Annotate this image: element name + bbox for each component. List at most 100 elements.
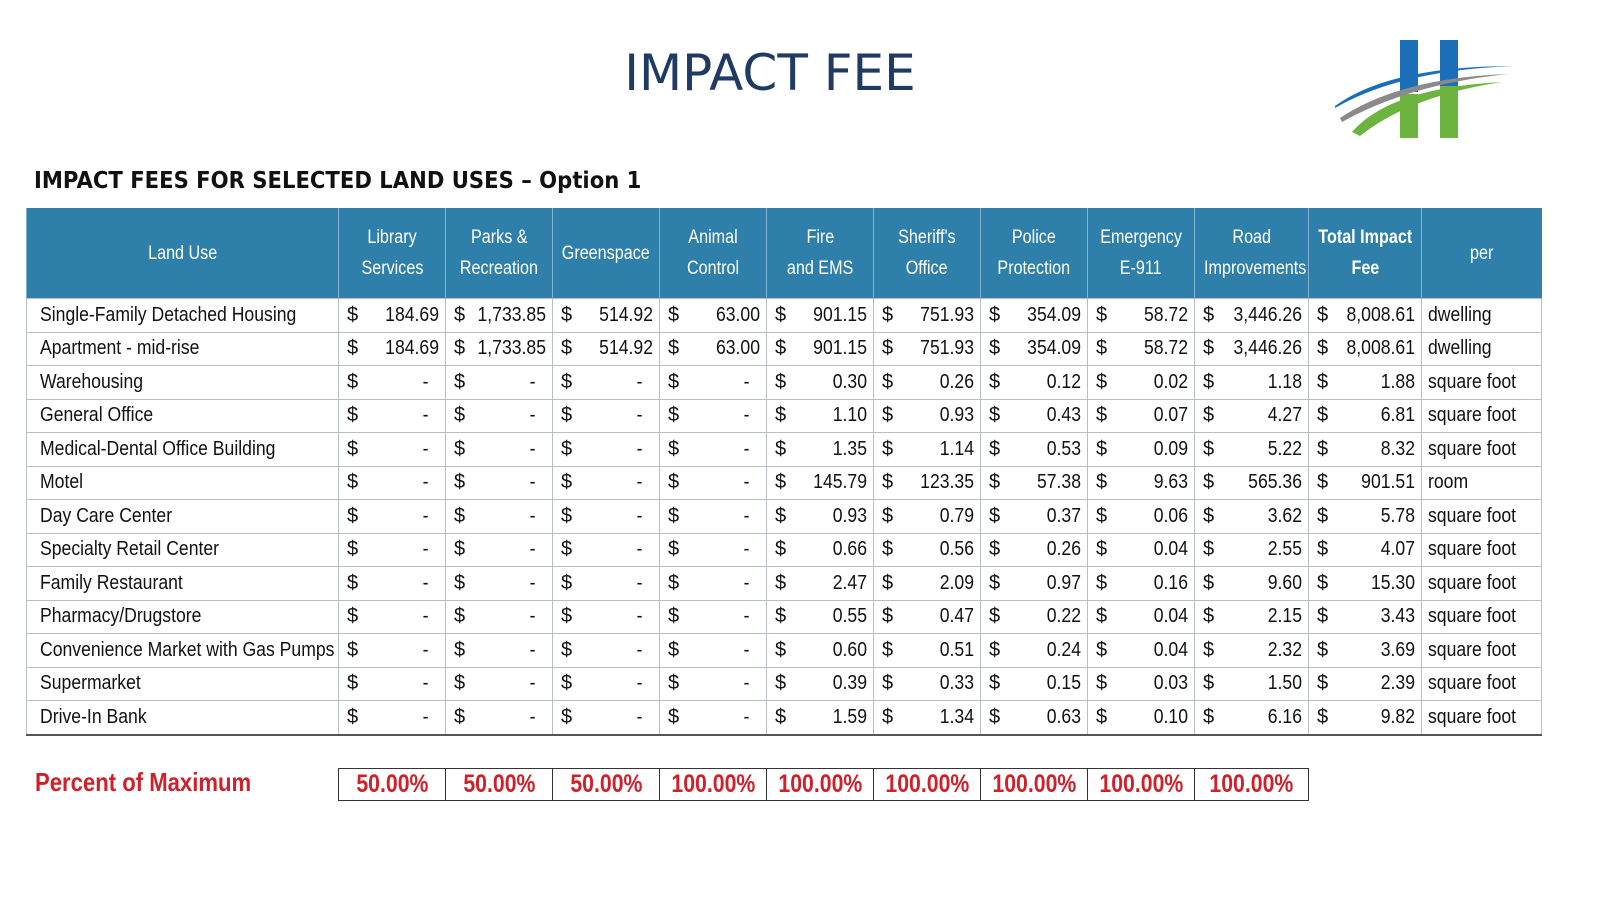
fee-cell: $ - [552,398,660,433]
currency-symbol: $ [668,571,680,594]
currency-symbol: $ [1203,605,1215,628]
fee-value: 751.93 [920,337,974,360]
fee-value: 0.10 [1153,705,1188,728]
column-header-text: Total Impact [1318,227,1412,248]
land-use-text: Pharmacy/Drugstore [40,605,202,628]
currency-symbol: $ [561,337,573,360]
fee-cell: $ - [552,465,660,500]
fee-value: 2.32 [1267,638,1302,661]
table-row: Supermarket $ - $ - $ - $ - $0.39 $0.33 $0.15 $0.03 $… [26,666,1542,701]
column-header-text: per [1470,242,1494,264]
currency-symbol: $ [561,605,573,628]
fee-cell: $ - [445,532,553,567]
currency-symbol: $ [454,471,466,494]
currency-symbol: $ [989,471,1001,494]
currency-symbol: $ [1203,504,1215,527]
currency-symbol: $ [1203,672,1215,695]
per-unit-cell: square foot [1421,499,1542,534]
fee-cell: $1.18 [1194,365,1309,400]
currency-symbol: $ [1317,471,1329,494]
fee-cell: $5.78 [1308,499,1422,534]
land-use-cell: Supermarket [26,666,339,701]
currency-symbol: $ [347,303,359,326]
fee-cell: $2.15 [1194,599,1309,634]
fee-cell: $3.43 [1308,599,1422,634]
column-header-text: Animal Control [686,227,740,279]
currency-symbol: $ [882,404,894,427]
fee-cell: $2.55 [1194,532,1309,567]
currency-symbol: $ [882,303,894,326]
percent-of-maximum-label: Percent of Maximum [35,767,252,797]
fee-value: 9.60 [1267,571,1302,594]
fee-value: - [529,672,536,695]
fee-value: 3.62 [1267,504,1302,527]
fee-value: 0.04 [1153,605,1188,628]
currency-symbol: $ [668,638,680,661]
land-use-text: Family Restaurant [40,571,183,594]
column-header: Road Improvements [1194,208,1309,299]
fee-cell: $ - [445,432,553,467]
currency-symbol: $ [347,538,359,561]
fee-cell: $0.04 [1087,599,1195,634]
fee-value: 184.69 [385,303,439,326]
fee-value: - [529,437,536,460]
currency-symbol: $ [561,705,573,728]
per-unit-cell: dwelling [1421,331,1542,366]
currency-symbol: $ [1096,638,1108,661]
fee-cell: $ - [659,432,767,467]
fee-value: 0.33 [939,672,974,695]
fee-value: 2.39 [1380,672,1415,695]
fee-value: - [529,504,536,527]
fee-cell: $4.27 [1194,398,1309,433]
fee-cell: $ - [338,499,446,534]
fee-value: - [529,638,536,661]
fee-cell: $57.38 [980,465,1088,500]
fee-value: 2.15 [1267,605,1302,628]
fee-cell: $ - [659,566,767,601]
fee-value: 4.07 [1380,538,1415,561]
currency-symbol: $ [1317,370,1329,393]
percent-value: 50.00% [569,770,643,798]
fee-cell: $6.81 [1308,398,1422,433]
impact-fee-table: Land Use Library Services Parks & Recreation… [26,208,1542,736]
fee-cell: $6.16 [1194,700,1309,735]
per-unit-cell: square foot [1421,700,1542,735]
land-use-cell: Convenience Market with Gas Pumps [26,633,339,668]
currency-symbol: $ [775,471,787,494]
land-use-cell: Family Restaurant [26,566,339,601]
column-header-text: Emergency [1100,227,1182,248]
fee-value: - [422,404,429,427]
fee-value: 58.72 [1143,337,1188,360]
table-row: Pharmacy/Drugstore $ - $ - $ - $ - $0.55 $0.47 $0.2… [26,599,1542,634]
fee-value: - [743,638,750,661]
per-unit-cell: square foot [1421,666,1542,701]
fee-cell: $63.00 [659,298,767,333]
fee-cell: $ - [445,365,553,400]
fee-value: - [529,705,536,728]
currency-symbol: $ [775,638,787,661]
fee-value: - [743,538,750,561]
currency-symbol: $ [989,504,1001,527]
currency-symbol: $ [347,337,359,360]
column-header-text: Land Use [147,242,218,264]
table-row: Medical-Dental Office Building $ - $ - $ - $ - $1… [26,432,1542,467]
currency-symbol: $ [454,705,466,728]
currency-symbol: $ [1096,705,1108,728]
fee-value: 0.07 [1153,404,1188,427]
table-row: Specialty Retail Center $ - $ - $ - $ - $0.66 $0.5… [26,532,1542,567]
currency-symbol: $ [347,437,359,460]
currency-symbol: $ [775,538,787,561]
currency-symbol: $ [989,303,1001,326]
currency-symbol: $ [454,303,466,326]
per-unit-cell: square foot [1421,432,1542,467]
fee-value: - [636,571,643,594]
currency-symbol: $ [561,638,573,661]
fee-value: 5.22 [1267,437,1302,460]
currency-symbol: $ [668,337,680,360]
fee-cell: $0.26 [980,532,1088,567]
currency-symbol: $ [668,705,680,728]
fee-cell: $0.30 [766,365,874,400]
fee-value: - [636,638,643,661]
column-header: Emergency E-911 [1087,208,1195,299]
fee-value: - [743,705,750,728]
